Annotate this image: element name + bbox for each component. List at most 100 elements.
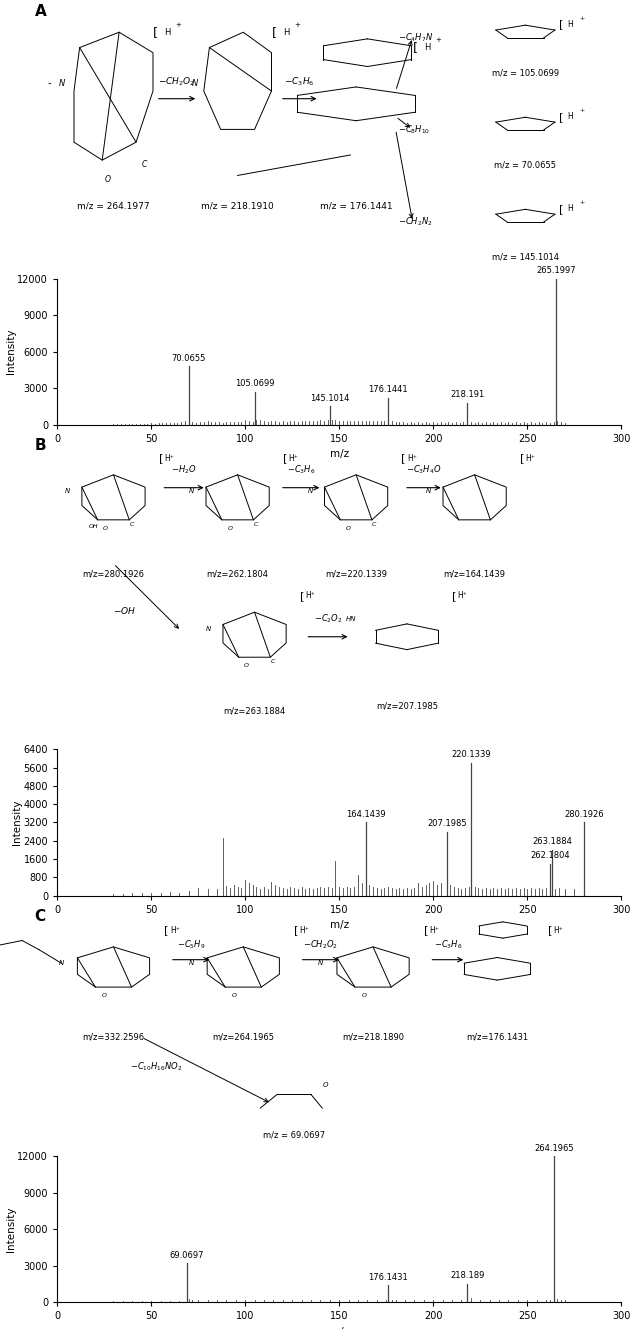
Text: 176.1441: 176.1441 bbox=[368, 385, 408, 395]
Text: 207.1985: 207.1985 bbox=[427, 819, 467, 828]
Text: $-C_8H_{10}$: $-C_8H_{10}$ bbox=[398, 124, 430, 136]
Text: 164.1439: 164.1439 bbox=[346, 809, 385, 819]
Text: 280.1926: 280.1926 bbox=[564, 809, 604, 819]
Text: m/z=218.1890: m/z=218.1890 bbox=[342, 1033, 404, 1042]
Text: m/z = 264.1977: m/z = 264.1977 bbox=[77, 201, 150, 210]
X-axis label: m/z: m/z bbox=[330, 449, 349, 460]
Text: [: [ bbox=[164, 925, 169, 936]
Text: 265.1997: 265.1997 bbox=[536, 266, 576, 275]
Text: O: O bbox=[361, 993, 366, 998]
Text: [: [ bbox=[300, 591, 304, 601]
Text: H⁺: H⁺ bbox=[170, 925, 180, 934]
Text: m/z = 145.1014: m/z = 145.1014 bbox=[492, 253, 559, 262]
Text: 105.0699: 105.0699 bbox=[235, 379, 275, 388]
Text: 70.0655: 70.0655 bbox=[172, 354, 206, 363]
Text: $-\mathit{CH_2O_2}$: $-\mathit{CH_2O_2}$ bbox=[158, 76, 196, 89]
Text: m/z=332.2596: m/z=332.2596 bbox=[82, 1033, 145, 1042]
Text: +: + bbox=[579, 199, 585, 205]
Text: O: O bbox=[102, 993, 107, 998]
Text: H⁺: H⁺ bbox=[300, 925, 309, 934]
Text: [: [ bbox=[401, 453, 406, 464]
Text: H⁺: H⁺ bbox=[553, 925, 564, 934]
Text: 262.1804: 262.1804 bbox=[531, 851, 570, 860]
Text: N: N bbox=[65, 488, 70, 494]
Text: $-C_4H_7N$: $-C_4H_7N$ bbox=[398, 31, 434, 44]
Text: N: N bbox=[307, 488, 313, 494]
Text: 145.1014: 145.1014 bbox=[310, 393, 350, 403]
Text: H⁺: H⁺ bbox=[526, 455, 535, 462]
Text: O: O bbox=[227, 526, 232, 532]
Text: [: [ bbox=[559, 20, 564, 29]
Y-axis label: Intensity: Intensity bbox=[6, 328, 16, 375]
Text: 218.189: 218.189 bbox=[450, 1272, 484, 1281]
Text: m/z=164.1439: m/z=164.1439 bbox=[444, 570, 505, 578]
Text: H⁺: H⁺ bbox=[407, 455, 417, 462]
Text: $-C_5H_9$: $-C_5H_9$ bbox=[177, 938, 205, 950]
Text: B: B bbox=[34, 439, 46, 453]
Text: $-C_3H_6$: $-C_3H_6$ bbox=[287, 464, 315, 476]
Text: N: N bbox=[58, 961, 64, 966]
Text: +: + bbox=[579, 108, 585, 113]
Text: m/z=220.1339: m/z=220.1339 bbox=[325, 570, 387, 578]
Text: C: C bbox=[254, 522, 258, 526]
X-axis label: m/z: m/z bbox=[330, 920, 349, 930]
Text: 263.1884: 263.1884 bbox=[532, 837, 572, 847]
Text: H: H bbox=[567, 112, 574, 121]
Text: H: H bbox=[164, 28, 171, 37]
Text: H⁺: H⁺ bbox=[429, 925, 439, 934]
Text: m/z=263.1884: m/z=263.1884 bbox=[223, 707, 286, 716]
Text: C: C bbox=[129, 522, 134, 526]
Text: H⁺: H⁺ bbox=[288, 455, 298, 462]
Text: $-C_3H_6$: $-C_3H_6$ bbox=[434, 938, 462, 950]
Text: O: O bbox=[232, 993, 236, 998]
Text: HN: HN bbox=[346, 617, 356, 622]
Text: 176.1431: 176.1431 bbox=[368, 1273, 408, 1281]
Text: N: N bbox=[426, 488, 431, 494]
Text: H: H bbox=[283, 28, 289, 37]
Text: 218.191: 218.191 bbox=[450, 391, 484, 399]
Y-axis label: Intensity: Intensity bbox=[12, 800, 22, 845]
Text: H⁺: H⁺ bbox=[458, 591, 467, 601]
Text: C: C bbox=[372, 522, 377, 526]
Text: H⁺: H⁺ bbox=[306, 591, 315, 601]
Text: [: [ bbox=[413, 41, 418, 54]
Text: $-C_3H_4O$: $-C_3H_4O$ bbox=[406, 464, 441, 476]
Text: +: + bbox=[294, 21, 300, 28]
Text: +: + bbox=[435, 37, 441, 43]
Text: m/z=207.1985: m/z=207.1985 bbox=[376, 702, 438, 710]
Text: [: [ bbox=[424, 925, 429, 936]
Text: m/z = 176.1441: m/z = 176.1441 bbox=[320, 201, 392, 210]
Text: H: H bbox=[567, 20, 574, 29]
Text: [: [ bbox=[520, 453, 524, 464]
Text: m/z=280.1926: m/z=280.1926 bbox=[82, 570, 145, 578]
Text: [: [ bbox=[283, 453, 287, 464]
Text: A: A bbox=[34, 4, 46, 19]
Text: H⁺: H⁺ bbox=[164, 455, 174, 462]
Text: O: O bbox=[103, 526, 108, 532]
Text: m/z=176.1431: m/z=176.1431 bbox=[466, 1033, 528, 1042]
Text: -: - bbox=[48, 78, 51, 88]
Text: [: [ bbox=[294, 925, 299, 936]
Text: $-OH$: $-OH$ bbox=[113, 605, 137, 615]
Text: $-C_{10}H_{16}NO_2$: $-C_{10}H_{16}NO_2$ bbox=[131, 1061, 183, 1074]
Text: [: [ bbox=[548, 925, 552, 936]
Text: 264.1965: 264.1965 bbox=[534, 1144, 574, 1152]
Text: 69.0697: 69.0697 bbox=[170, 1251, 204, 1260]
Text: H: H bbox=[567, 205, 574, 213]
Text: $-C_2O_2$: $-C_2O_2$ bbox=[314, 613, 342, 625]
Text: +: + bbox=[579, 16, 585, 21]
Text: m/z = 218.1910: m/z = 218.1910 bbox=[201, 201, 274, 210]
Text: [: [ bbox=[559, 203, 564, 214]
Text: $-H_2O$: $-H_2O$ bbox=[171, 464, 197, 476]
Text: m/z = 70.0655: m/z = 70.0655 bbox=[495, 159, 557, 169]
Text: [: [ bbox=[158, 453, 163, 464]
Text: 220.1339: 220.1339 bbox=[451, 751, 491, 759]
Text: N: N bbox=[318, 961, 323, 966]
Text: m/z = 105.0699: m/z = 105.0699 bbox=[492, 68, 559, 77]
Text: $-\mathit{C_3H_6}$: $-\mathit{C_3H_6}$ bbox=[285, 76, 315, 89]
Text: N: N bbox=[189, 488, 194, 494]
Text: O: O bbox=[346, 526, 351, 532]
Text: [: [ bbox=[559, 112, 564, 122]
Text: N: N bbox=[188, 961, 193, 966]
Text: O: O bbox=[244, 663, 249, 668]
